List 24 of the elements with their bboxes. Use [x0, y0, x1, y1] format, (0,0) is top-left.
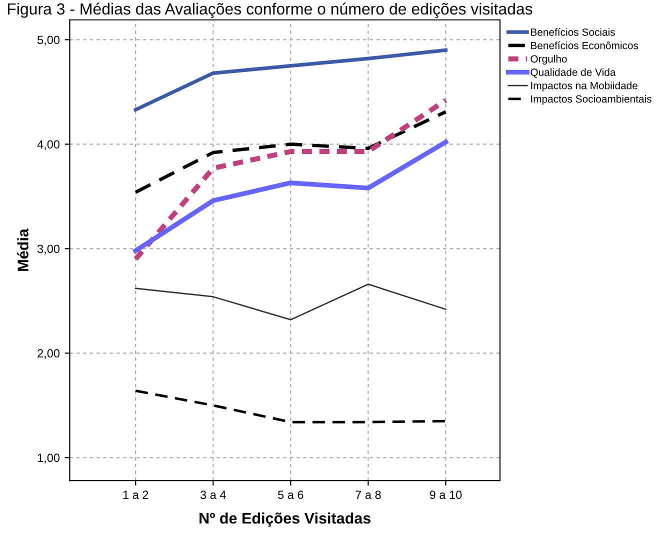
- x-tick-label: 3 a 4: [200, 490, 226, 500]
- line-series: [134, 110, 448, 194]
- x-tick-label: 7 a 8: [356, 490, 381, 500]
- y-tick-label: 3,00: [37, 244, 60, 254]
- x-tick-label: 9 a 10: [430, 490, 462, 500]
- legend-label: Benefícios Econômicos: [531, 41, 638, 50]
- x-tick-label: 5 a 6: [278, 490, 304, 500]
- x-axis-title: Nº de Edições Visitadas: [200, 512, 371, 527]
- line-series: [134, 284, 446, 320]
- y-axis-title: Média: [17, 228, 28, 271]
- line-series: [134, 48, 448, 112]
- y-tick-label: 2,00: [38, 349, 60, 359]
- line-series: [133, 140, 448, 254]
- y-tick-label: 5,00: [37, 36, 60, 46]
- legend-label: Qualidade de Vida: [530, 68, 616, 78]
- legend-label: Impactos na Mobiidade: [531, 82, 638, 92]
- x-tick-label: 1 a 2: [123, 490, 148, 500]
- line-series: [134, 390, 447, 424]
- legend-label: Impactos Socioambientais: [531, 94, 652, 105]
- chart-title: Figura 3 - Médias das Avaliações conforme o número de edições visitadas: [8, 2, 532, 18]
- y-tick-label: 4,00: [37, 140, 60, 150]
- y-tick-label: 1,00: [38, 454, 60, 464]
- legend-label: Orgulho: [530, 54, 567, 65]
- legend-label: Benefícios Sociais: [531, 28, 615, 36]
